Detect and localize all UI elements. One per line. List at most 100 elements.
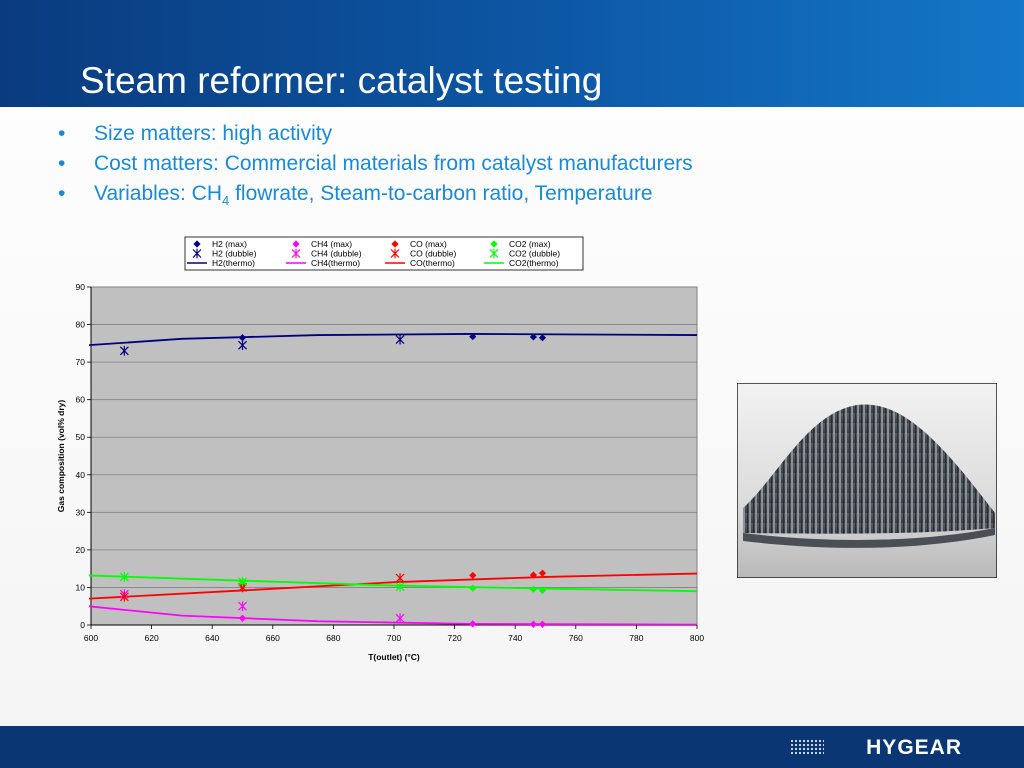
legend-diamond-swatch [490,240,498,248]
data-point-star [395,613,405,624]
x-tick-label: 800 [690,633,704,643]
series-co-dubble- [119,573,405,602]
legend-star-swatch [291,248,301,259]
legend-item: CO2 (dubble) [489,248,560,259]
bullet-item: • Variables: CH4 flowrate, Steam-to-carb… [58,180,693,210]
x-tick-label: 600 [84,633,98,643]
y-axis-label: Gas composition (vol% dry) [56,400,66,513]
series-h2-dubble- [119,334,405,356]
legend-label: CH4(thermo) [311,258,360,268]
x-tick-label: 640 [205,633,219,643]
legend-star-swatch [489,248,499,259]
slide-header [0,0,1024,107]
bullet-text: Variables: CH [94,182,222,205]
bullet-marker: • [58,182,66,205]
bullet-marker: • [58,152,66,175]
legend-box [184,236,584,271]
data-point-diamond [538,586,547,595]
x-axis-label: T(outlet) (°C) [368,652,420,662]
legend-diamond-swatch [292,240,300,248]
legend-star-swatch [390,248,400,259]
data-point-diamond [529,585,537,593]
y-tick-label: 0 [80,620,85,630]
y-tick-label: 60 [76,395,86,405]
legend-label: CO(thermo) [410,258,455,268]
data-point-star [395,573,405,583]
data-point-diamond [538,569,547,577]
y-tick-label: 80 [76,320,86,330]
chart-svg: 0 10 20 30 40 50 60 70 80 90 600 620 640 660 680 700 720… [56,236,704,662]
legend-item: CH4(thermo) [286,258,360,268]
chart-legend: H2 (max) CH4 (max) CO (max) CO2 (max) H2 (du… [184,236,584,271]
data-point-star [119,592,129,602]
x-tick-label: 740 [508,633,522,643]
legend-diamond-swatch [193,240,201,248]
legend-label: CO2(thermo) [509,258,559,268]
data-point-star [119,572,129,582]
legend-item: H2 (dubble) [192,248,257,259]
bullet-list: • Size matters: high activity • Cost mat… [58,120,693,210]
series-line-h2-thermo- [89,333,698,347]
legend-item: CH4 (max) [292,239,352,249]
legend-label: CO (dubble) [410,249,456,259]
bullet-marker: • [58,122,66,145]
legend-item: H2(thermo) [187,258,255,268]
data-point-star [119,346,129,356]
data-point-diamond [469,584,477,592]
logo-dot-pattern-icon [790,739,824,755]
legend-label: H2 (dubble) [212,249,257,259]
data-point-diamond [529,571,537,579]
legend-item: CH4 (dubble) [291,248,362,259]
y-tick-label: 20 [76,545,86,555]
data-point-star [238,340,247,351]
x-tick-label: 700 [387,633,401,643]
legend-label: CO2 (max) [509,239,551,249]
data-point-diamond [469,620,477,628]
x-tick-label: 760 [569,633,583,643]
bullet-text: Cost matters: Commercial materials from … [94,152,693,175]
x-tick-label: 780 [629,633,643,643]
bullet-text: flowrate, Steam-to-carbon ratio, Tempera… [229,182,653,205]
legend-label: CH4 (max) [311,239,352,249]
data-point-diamond [238,614,247,622]
legend-item: CO (dubble) [390,248,456,259]
data-point-star [238,601,247,612]
x-tick-label: 680 [326,633,340,643]
y-tick-label: 10 [76,582,86,592]
legend-item: CO(thermo) [385,258,455,268]
series-co2-dubble- [119,572,405,592]
bullet-item: • Cost matters: Commercial materials fro… [58,150,693,180]
series-line-co2-thermo- [89,574,698,593]
x-tick-label: 720 [448,633,462,643]
bullet-text: Size matters: high activity [94,122,333,145]
data-point-diamond [538,620,547,628]
legend-label: CO2 (dubble) [509,249,560,259]
bullet-subscript: 4 [222,193,230,209]
y-tick-label: 70 [76,357,86,367]
data-point-diamond [529,620,537,628]
bullet-item: • Size matters: high activity [58,120,693,150]
data-point-diamond [538,334,547,342]
y-tick-label: 30 [76,507,86,517]
legend-label: H2(thermo) [212,258,255,268]
legend-label: CH4 (dubble) [311,249,362,259]
legend-item: H2 (max) [193,239,247,249]
data-point-diamond [469,332,477,341]
legend-item: CO (max) [391,239,447,249]
series-ch4-max- [238,614,547,628]
legend-label: CO (max) [410,239,447,249]
legend-item: CO2(thermo) [484,258,559,268]
gas-composition-chart: 0 10 20 30 40 50 60 70 80 90 600 620 640 660 680 700 720… [44,236,716,668]
legend-item: CO2 (max) [490,239,551,249]
legend-diamond-swatch [391,240,399,248]
data-point-star [238,577,247,587]
catalyst-photo [737,383,997,578]
legend-label: H2 (max) [212,239,247,249]
slide-footer [0,726,1024,768]
company-logo: HYGEAR [866,736,962,759]
y-tick-label: 40 [76,470,86,480]
data-point-diamond [469,571,477,580]
x-tick-label: 620 [145,633,159,643]
data-point-star [395,334,405,345]
legend-star-swatch [192,248,202,259]
